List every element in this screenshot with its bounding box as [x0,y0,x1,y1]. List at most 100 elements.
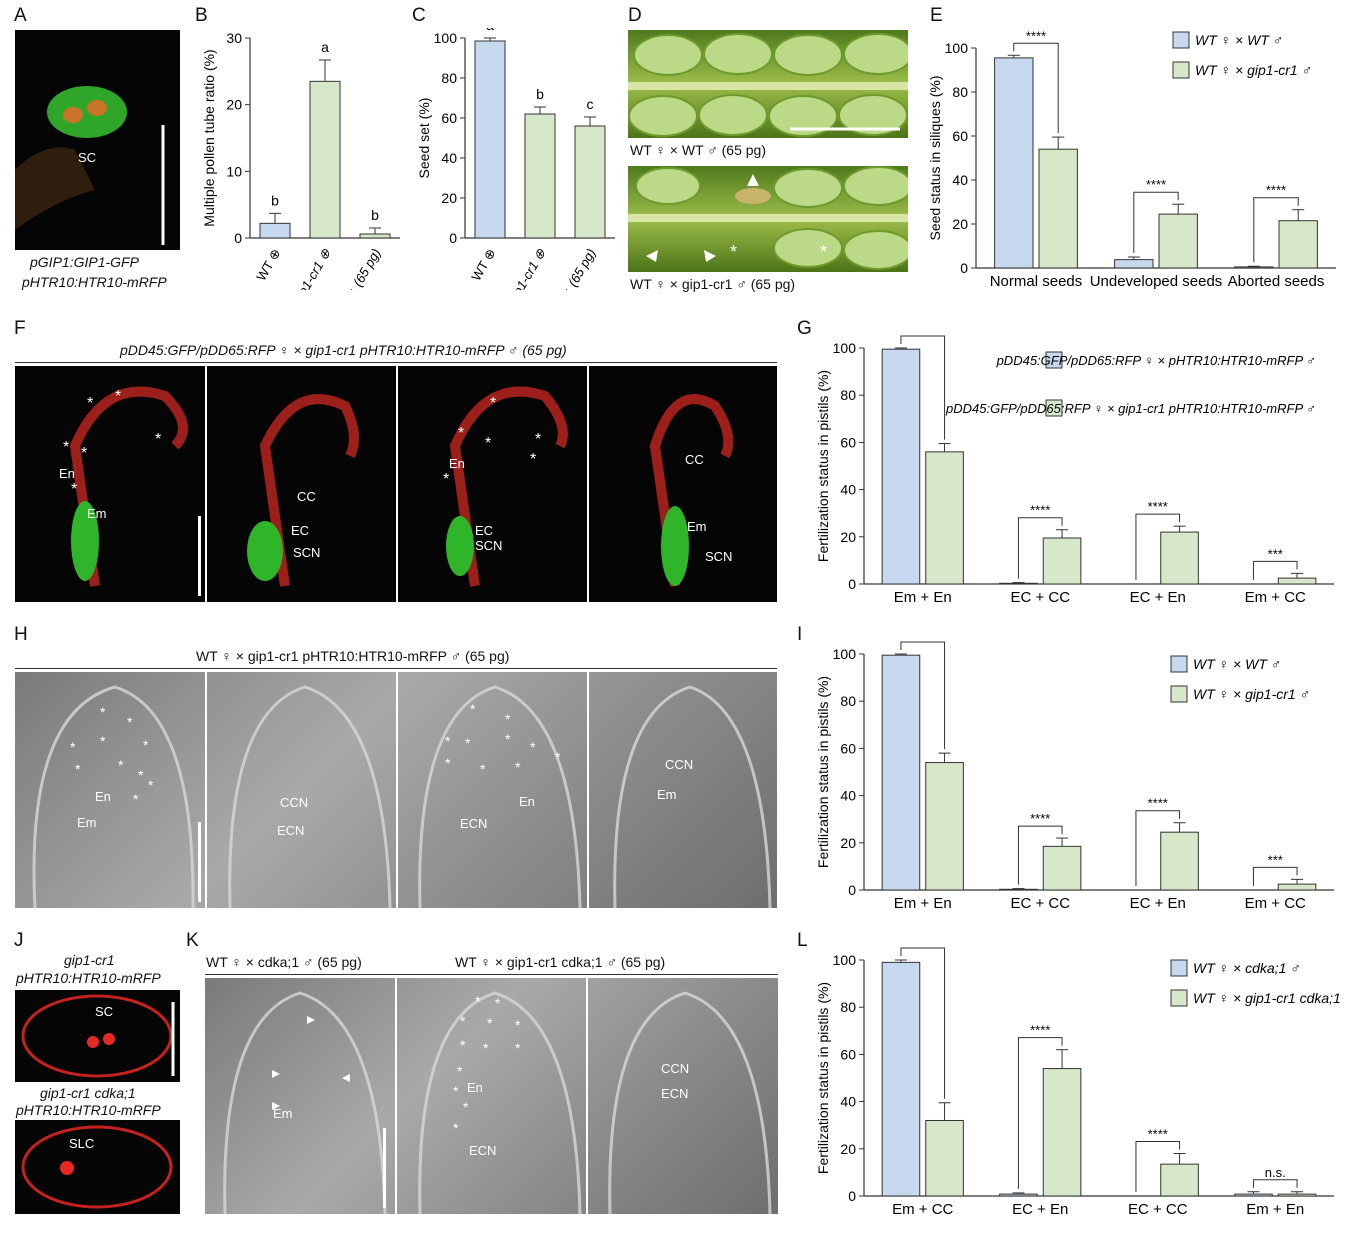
label-h-ecn-1: ECN [277,823,305,838]
svg-text:*: * [155,431,161,448]
svg-text:*: * [115,388,121,405]
svg-text:*: * [515,759,521,775]
label-h-em-1: Em [77,815,97,830]
chart-e-y-tick-label: 0 [960,260,968,276]
chart-g-y-tick-label: 100 [833,340,857,356]
silique-drawing-bottom: * * [628,166,908,270]
chart-l-sig-bracket [1252,1179,1298,1188]
micrograph-strip-f-drawing: * * * * * * * * * * * * [63,366,734,602]
chart-g-sig-bracket [1135,513,1181,580]
svg-text:*: * [555,749,561,765]
svg-text:*: * [118,757,124,773]
silique-image-top [628,30,908,138]
chart-e-sig-label: **** [1146,177,1166,192]
chart-e-bar [994,57,1034,269]
chart-e-y-tick-label: 20 [952,216,968,232]
chart-g-y-tick-label: 60 [840,434,856,450]
svg-text:*: * [515,1040,521,1056]
chart-e-legend-label: WT ♀ × gip1-cr1 ♂ [1195,62,1312,78]
chart-i-sig-label: **** [913,638,933,642]
svg-text:*: * [515,1017,521,1033]
chart-e-y-tick-label: 80 [952,84,968,100]
svg-text:*: * [133,791,139,807]
chart-g-bar [999,582,1038,585]
chart-g-legend-label: pDD45:GFP/pDD65:RFP ♀ × gip1-cr1 pHTR10:… [945,401,1316,416]
svg-text:*: * [138,767,144,783]
label-h-em-2: Em [657,787,677,802]
micrograph-strip-f: * * * * * * * * * * * * En Em CC EC SCN En EC SCN C… [15,366,777,602]
svg-text:*: * [483,1040,489,1056]
svg-text:*: * [505,711,511,727]
title-f: pDD45:GFP/pDD65:RFP ♀ × gip1-cr1 pHTR10:… [120,342,567,358]
panel-letter-e: E [930,5,943,26]
chart-c-bar [524,113,556,239]
chart-g-bar [1160,531,1199,585]
chart-b-y-tick-label: 20 [226,97,242,113]
title-k-left: WT ♀ × cdka;1 ♂ (65 pg) [206,954,362,970]
svg-text:*: * [490,395,496,412]
chart-i-y-tick-label: 0 [848,882,856,898]
chart-l-bar [999,1193,1038,1197]
panel-letter-h: H [14,624,28,645]
svg-text:*: * [70,739,76,755]
svg-text:*: * [143,737,149,753]
chart-e-sig-label: **** [1026,28,1046,43]
svg-text:*: * [458,425,464,442]
chart-g-bar [1277,577,1317,585]
chart-l-legend-label: WT ♀ × cdka;1 ♂ [1193,960,1301,976]
svg-text:*: * [453,1083,459,1099]
label-f-ec-2: EC [475,523,494,538]
chart-l-sig-label: **** [913,942,933,948]
chart-g-legend-label: pDD45:GFP/pDD65:RFP ♀ × pHTR10:HTR10-mRF… [996,353,1316,368]
chart-i-bar [1277,883,1317,891]
chart-c-y-tick-label: 100 [434,30,458,46]
chart-i-x-tick-label: Em + En [894,895,952,912]
chart-e-legend-swatch [1172,31,1190,49]
panel-letter-b: B [195,5,208,26]
caption-d-bottom: WT ♀ × gip1-cr1 ♂ (65 pg) [630,276,796,292]
svg-text:*: * [470,701,476,717]
svg-text:*: * [730,242,737,262]
chart-l-y-tick-label: 20 [840,1141,856,1157]
svg-text:*: * [445,733,451,749]
chart-e-bar [1038,148,1078,269]
svg-text:*: * [480,761,486,777]
chart-b-y-tick-label: 30 [226,30,242,46]
panel-letter-d: D [628,5,642,26]
svg-text:*: * [463,1099,469,1115]
silique-image-bottom: * * [628,166,908,272]
chart-i-legend-swatch [1170,655,1188,673]
svg-text:*: * [485,435,491,452]
label-f-scn-1: SCN [293,545,321,560]
svg-text:*: * [75,761,81,777]
svg-text:*: * [465,735,471,751]
chart-g-legend-swatch [1045,351,1063,369]
chart-e-sig-bracket [1253,197,1299,263]
chart-i-legend-label: WT ♀ × WT ♂ [1193,656,1281,672]
chart-i-x-tick-label: EC + En [1130,895,1186,912]
chart-c-y-tick-label: 80 [441,70,457,86]
chart-g-bar [925,451,964,585]
chart-i-y-axis-label: Fertilization status in pistils (%) [815,676,831,868]
label-f-scn-3: SCN [705,549,733,564]
label-f-scn-2: SCN [475,538,503,553]
chart-g-sig-bracket [900,335,946,440]
label-k-ecn-2: ECN [661,1086,689,1101]
chart-i-x-tick-label: EC + CC [1010,895,1070,912]
rule-h [15,668,777,669]
chart-b-x-tick-label: WT ⊕ [253,246,283,283]
chart-c-y-tick-label: 0 [449,230,457,246]
chart-i-bar [999,888,1038,891]
rule-k [205,974,778,975]
panel-letter-l: L [797,930,808,951]
label-f-cc-1: CC [297,489,316,504]
chart-g-sig-label: **** [1148,499,1168,514]
svg-text:*: * [445,755,451,771]
chart-l-x-tick-label: Em + En [1246,1201,1304,1218]
chart-b-y-tick-label: 10 [226,163,242,179]
svg-text:*: * [100,733,106,749]
chart-g-x-tick-label: Em + En [894,589,952,606]
chart-i-bar [1042,845,1082,891]
silique-drawing-top [628,33,908,137]
